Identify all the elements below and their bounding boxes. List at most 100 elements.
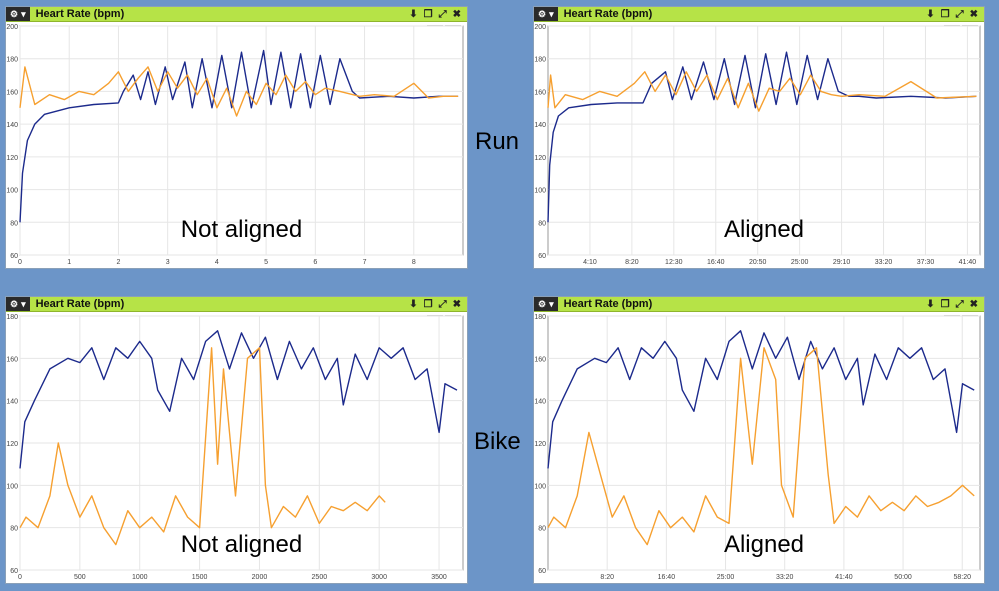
y-tick-label: 200 [534, 24, 546, 31]
y-tick-label: 80 [10, 220, 18, 227]
y-tick-label: 100 [534, 188, 546, 195]
x-tick-label: 2500 [312, 574, 328, 581]
chart-annotation: Not aligned [181, 216, 302, 243]
x-tick-label: 50:00 [894, 574, 912, 581]
y-tick-label: 120 [6, 155, 18, 162]
x-tick-label: 3500 [431, 574, 447, 581]
chart-annotation: Aligned [724, 531, 804, 558]
x-tick-label: 4:10 [583, 259, 597, 266]
x-tick-label: 37:30 [917, 259, 935, 266]
series-line-aligned [547, 71, 977, 112]
y-tick-label: 100 [6, 188, 18, 195]
y-tick-label: 60 [10, 253, 18, 260]
bike-label: Bike [474, 428, 521, 455]
panel-title: Heart Rate (bpm) [563, 8, 653, 20]
panel-title: Heart Rate (bpm) [35, 298, 125, 310]
series-line-hr [19, 49, 459, 223]
x-tick-label: 8 [412, 259, 416, 266]
y-tick-label: 160 [6, 89, 18, 96]
y-tick-label: 140 [6, 122, 18, 129]
x-tick-label: 41:40 [959, 259, 977, 266]
bike-panel-aligned: ⚙▾Heart Rate (bpm)⬇❐⤢✖-+6080100120140160… [533, 296, 985, 584]
y-tick-label: 80 [538, 220, 546, 227]
caret-down-icon: ▾ [549, 8, 554, 19]
x-tick-label: 25:00 [717, 574, 735, 581]
y-tick-label: 140 [534, 122, 546, 129]
expand-icon[interactable]: ⤢ [955, 298, 964, 310]
expand-icon[interactable]: ⤢ [438, 8, 447, 20]
y-tick-label: 140 [6, 399, 18, 406]
y-tick-label: 180 [6, 314, 18, 321]
y-tick-label: 80 [538, 526, 546, 533]
popout-icon[interactable]: ❐ [940, 298, 950, 310]
run-panel-not-aligned: ⚙▾Heart Rate (bpm)⬇❐⤢✖-+6080100120140160… [5, 6, 468, 269]
close-icon[interactable]: ✖ [969, 298, 978, 310]
y-tick-label: 160 [534, 89, 546, 96]
y-tick-label: 60 [10, 568, 18, 575]
panel-menu-button[interactable]: ⚙ ▾ [534, 7, 558, 21]
panel-menu-button[interactable]: ⚙ ▾ [6, 297, 30, 311]
y-tick-label: 180 [6, 57, 18, 64]
gear-icon: ⚙ [10, 298, 19, 309]
x-tick-label: 0 [18, 574, 22, 581]
popout-icon[interactable]: ❐ [423, 298, 433, 310]
x-tick-label: 58:20 [953, 574, 971, 581]
panel-titlebar: ⚙ ▾ Heart Rate (bpm) ⬇ ❐ ⤢ ✖ [534, 297, 984, 312]
caret-down-icon: ▾ [21, 298, 26, 309]
panel-titlebar: ⚙ ▾ Heart Rate (bpm) ⬇ ❐ ⤢ ✖ [6, 7, 467, 22]
download-icon[interactable]: ⬇ [926, 298, 935, 310]
panel-menu-button[interactable]: ⚙ ▾ [6, 7, 30, 21]
run-panel-aligned: ⚙▾Heart Rate (bpm)⬇❐⤢✖-+6080100120140160… [533, 6, 985, 269]
close-icon[interactable]: ✖ [452, 8, 461, 20]
x-tick-label: 1500 [192, 574, 208, 581]
series-line-aligned [547, 347, 975, 546]
x-tick-label: 16:40 [658, 574, 676, 581]
gear-icon: ⚙ [538, 8, 547, 19]
heart-rate-chart: 60 80 100 120 140 160 180 200 0 1 2 3 4 5 6 7 8 Not align… [6, 24, 464, 266]
panel-menu-button[interactable]: ⚙ ▾ [534, 297, 558, 311]
x-tick-label: 33:20 [875, 259, 893, 266]
download-icon[interactable]: ⬇ [926, 8, 935, 20]
x-tick-label: 7 [363, 259, 367, 266]
run-label: Run [475, 128, 520, 155]
series-line-hr [547, 51, 977, 223]
y-tick-label: 200 [6, 24, 18, 31]
x-tick-label: 12:30 [665, 259, 683, 266]
x-tick-label: 3000 [371, 574, 387, 581]
expand-icon[interactable]: ⤢ [438, 298, 447, 310]
x-tick-label: 1 [67, 259, 71, 266]
y-tick-label: 80 [10, 526, 18, 533]
x-tick-label: 8:20 [600, 574, 614, 581]
y-tick-label: 180 [534, 314, 546, 321]
x-tick-label: 4 [215, 259, 219, 266]
expand-icon[interactable]: ⤢ [955, 8, 964, 20]
x-tick-label: 33:20 [776, 574, 794, 581]
x-tick-label: 500 [74, 574, 86, 581]
series-line-hr [19, 330, 458, 469]
close-icon[interactable]: ✖ [452, 298, 461, 310]
plot-area [19, 25, 464, 256]
y-tick-label: 60 [538, 568, 546, 575]
x-tick-label: 2000 [252, 574, 268, 581]
x-tick-label: 29:10 [833, 259, 851, 266]
series-line-aligned [19, 66, 459, 117]
panel-titlebar: ⚙ ▾ Heart Rate (bpm) ⬇ ❐ ⤢ ✖ [534, 7, 984, 22]
y-tick-label: 100 [6, 483, 18, 490]
caret-down-icon: ▾ [21, 8, 26, 19]
x-tick-label: 2 [116, 259, 120, 266]
heart-rate-chart: 60 80 100 120 140 160 180 0 500 1000 1500 2000 2500 3… [6, 314, 464, 581]
popout-icon[interactable]: ❐ [423, 8, 433, 20]
download-icon[interactable]: ⬇ [409, 8, 418, 20]
heart-rate-chart: 60 80 100 120 140 160 180 200 4:10 8:20 12:30 16:40… [534, 24, 981, 266]
chart-annotation: Aligned [724, 216, 804, 243]
y-tick-label: 180 [534, 57, 546, 64]
download-icon[interactable]: ⬇ [409, 298, 418, 310]
close-icon[interactable]: ✖ [969, 8, 978, 20]
popout-icon[interactable]: ❐ [940, 8, 950, 20]
bike-panel-not-aligned: ⚙▾Heart Rate (bpm)⬇❐⤢✖-+6080100120140160… [5, 296, 468, 584]
y-tick-label: 120 [6, 441, 18, 448]
y-tick-label: 160 [534, 356, 546, 363]
y-tick-label: 160 [6, 356, 18, 363]
x-tick-label: 0 [18, 259, 22, 266]
panel-title: Heart Rate (bpm) [35, 8, 125, 20]
